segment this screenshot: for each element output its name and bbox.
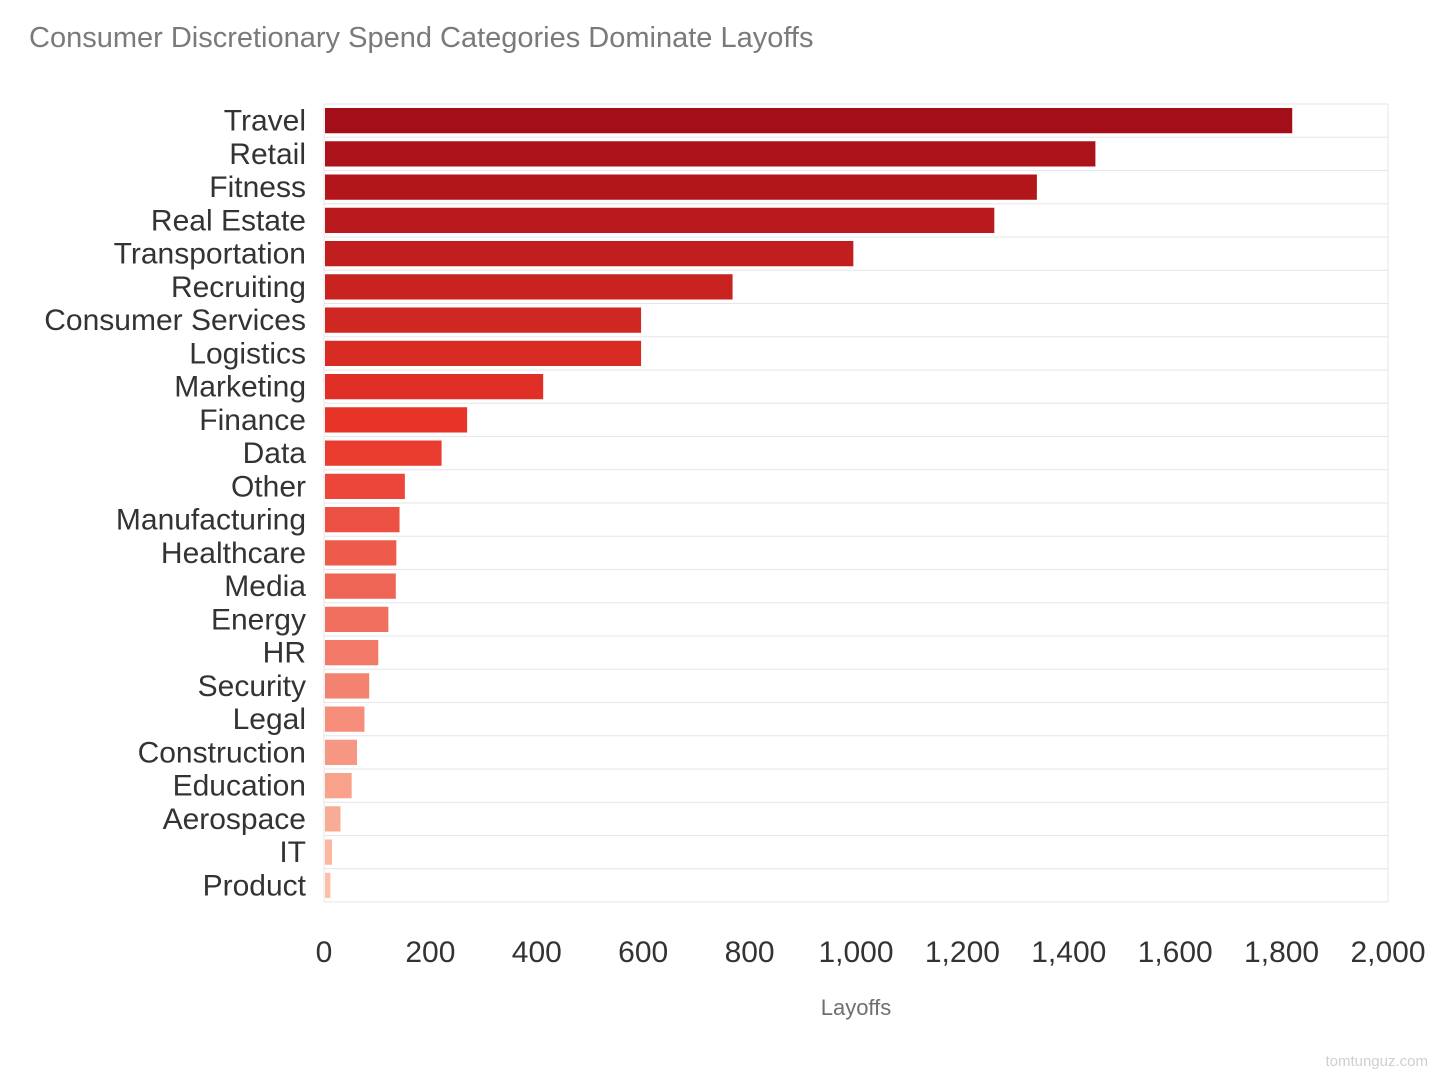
category-label: Product xyxy=(203,869,307,902)
x-axis-title: Layoffs xyxy=(821,995,892,1020)
category-label: Energy xyxy=(211,603,306,636)
bar-travel xyxy=(325,107,1293,134)
category-label: Education xyxy=(173,770,306,803)
bar-media xyxy=(325,573,396,599)
x-tick-label: 1,200 xyxy=(925,936,1000,969)
bar-fitness xyxy=(325,174,1037,200)
x-tick-label: 2,000 xyxy=(1350,936,1425,969)
category-label: Recruiting xyxy=(171,271,306,304)
category-label: Finance xyxy=(199,404,306,437)
bar-construction xyxy=(325,739,357,766)
bar-legal xyxy=(325,706,365,732)
x-tick-label: 0 xyxy=(316,936,333,969)
category-label: Transportation xyxy=(114,238,306,271)
bars-layer xyxy=(325,107,1293,899)
category-label: Marketing xyxy=(174,371,306,404)
x-tick-label: 800 xyxy=(725,936,775,969)
bar-aerospace xyxy=(325,806,341,832)
category-label: Consumer Services xyxy=(44,304,306,337)
category-label: Legal xyxy=(233,703,306,736)
bar-consumer-services xyxy=(325,307,642,333)
x-tick-label: 1,600 xyxy=(1138,936,1213,969)
x-tick-label: 1,800 xyxy=(1244,936,1319,969)
bar-it xyxy=(325,839,332,865)
bar-logistics xyxy=(325,340,642,367)
category-label: Travel xyxy=(224,105,306,138)
bar-security xyxy=(325,673,370,699)
bar-recruiting xyxy=(325,274,733,300)
category-label: Fitness xyxy=(209,171,306,204)
category-label: Retail xyxy=(229,138,306,171)
category-label: Security xyxy=(198,670,306,703)
x-tick-label: 1,400 xyxy=(1031,936,1106,969)
grid-layer xyxy=(323,103,1389,903)
x-tick-label: 600 xyxy=(618,936,668,969)
bar-manufacturing xyxy=(325,506,400,533)
category-label: Construction xyxy=(138,736,306,769)
bar-healthcare xyxy=(325,540,397,566)
x-tick-label: 200 xyxy=(405,936,455,969)
category-label: Other xyxy=(231,470,306,503)
category-label: Aerospace xyxy=(163,803,306,836)
category-label: Media xyxy=(224,570,306,603)
bar-hr xyxy=(325,639,379,666)
category-label: IT xyxy=(279,836,306,869)
bar-education xyxy=(325,772,352,799)
bar-marketing xyxy=(325,373,544,400)
bar-real-estate xyxy=(325,207,995,234)
x-tick-label: 400 xyxy=(512,936,562,969)
bar-data xyxy=(325,440,442,466)
category-label: HR xyxy=(263,637,306,670)
bar-other xyxy=(325,473,405,500)
bar-finance xyxy=(325,407,468,433)
bar-transportation xyxy=(325,240,854,267)
x-tick-labels: 0 200 400 600 800 1,000 1,200 1,400 1,600 1,800 2,… xyxy=(316,936,1426,969)
category-label: Data xyxy=(243,437,307,470)
bar-retail xyxy=(325,141,1096,167)
chart-title: Consumer Discretionary Spend Categories … xyxy=(29,22,814,54)
category-label: Real Estate xyxy=(151,204,306,237)
bar-product xyxy=(325,872,331,899)
category-label: Logistics xyxy=(189,337,306,370)
watermark: tomtunguz.com xyxy=(1325,1053,1428,1070)
x-tick-label: 1,000 xyxy=(818,936,893,969)
bar-energy xyxy=(325,606,389,633)
category-label: Healthcare xyxy=(161,537,306,570)
category-label: Manufacturing xyxy=(116,504,306,537)
